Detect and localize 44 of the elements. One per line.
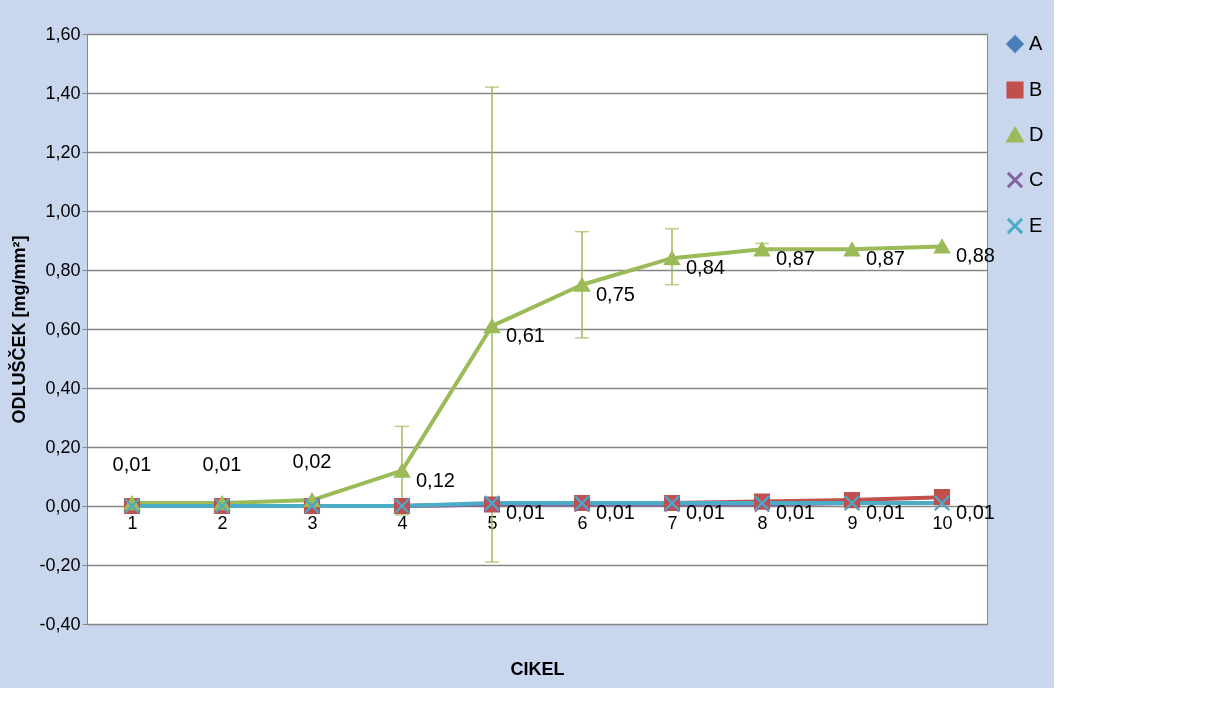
x-tick-label: 3 — [307, 512, 318, 533]
legend-label: C — [1029, 168, 1044, 190]
legend-label: E — [1029, 214, 1043, 236]
data-label: 0,01 — [596, 501, 635, 524]
x-tick-label: 1 — [127, 512, 138, 533]
x-tick-label: 7 — [667, 512, 678, 533]
y-tick-label: 1,00 — [45, 200, 81, 221]
x-tick-label: 2 — [217, 512, 228, 533]
y-tick-label: 0,60 — [45, 318, 81, 339]
y-axis-title: ODLUŠČEK [mg/mm²] — [8, 235, 30, 424]
x-tick-label: 5 — [487, 512, 498, 533]
y-tick-label: 1,60 — [45, 23, 81, 44]
x-tick-label: 10 — [932, 512, 953, 533]
y-tick-label: 1,40 — [45, 82, 81, 103]
y-tick-label: 0,40 — [45, 377, 81, 398]
data-label: 0,01 — [866, 501, 905, 524]
y-tick-label: -0,40 — [39, 613, 81, 634]
x-tick-label: 4 — [397, 512, 408, 533]
data-label: 0,12 — [416, 468, 455, 491]
y-tick-label: 0,00 — [45, 495, 81, 516]
data-label: 0,75 — [596, 282, 635, 305]
x-tick-label: 6 — [577, 512, 588, 533]
data-label: 0,84 — [686, 256, 725, 279]
data-label: 0,02 — [292, 450, 332, 473]
x-axis-title: CIKEL — [510, 658, 565, 679]
y-tick-label: -0,20 — [39, 554, 81, 575]
y-tick-label: 0,80 — [45, 259, 81, 280]
data-label: 0,87 — [776, 247, 815, 270]
data-label: 0,01 — [776, 501, 815, 524]
data-label: 0,01 — [112, 453, 152, 476]
data-label: 0,01 — [202, 453, 242, 476]
x-tick-label: 8 — [757, 512, 768, 533]
legend-label: D — [1029, 123, 1044, 145]
legend-label: A — [1029, 32, 1043, 54]
y-tick-label: 0,20 — [45, 436, 81, 457]
data-label: 0,87 — [866, 247, 905, 270]
data-label: 0,01 — [686, 501, 725, 524]
x-tick-label: 9 — [847, 512, 858, 533]
y-tick-label: 1,20 — [45, 141, 81, 162]
data-label: 0,01 — [506, 501, 545, 524]
data-label: 0,61 — [506, 324, 545, 347]
data-label: 0,88 — [956, 244, 995, 267]
data-label: 0,01 — [956, 501, 995, 524]
legend-label: B — [1029, 78, 1043, 100]
